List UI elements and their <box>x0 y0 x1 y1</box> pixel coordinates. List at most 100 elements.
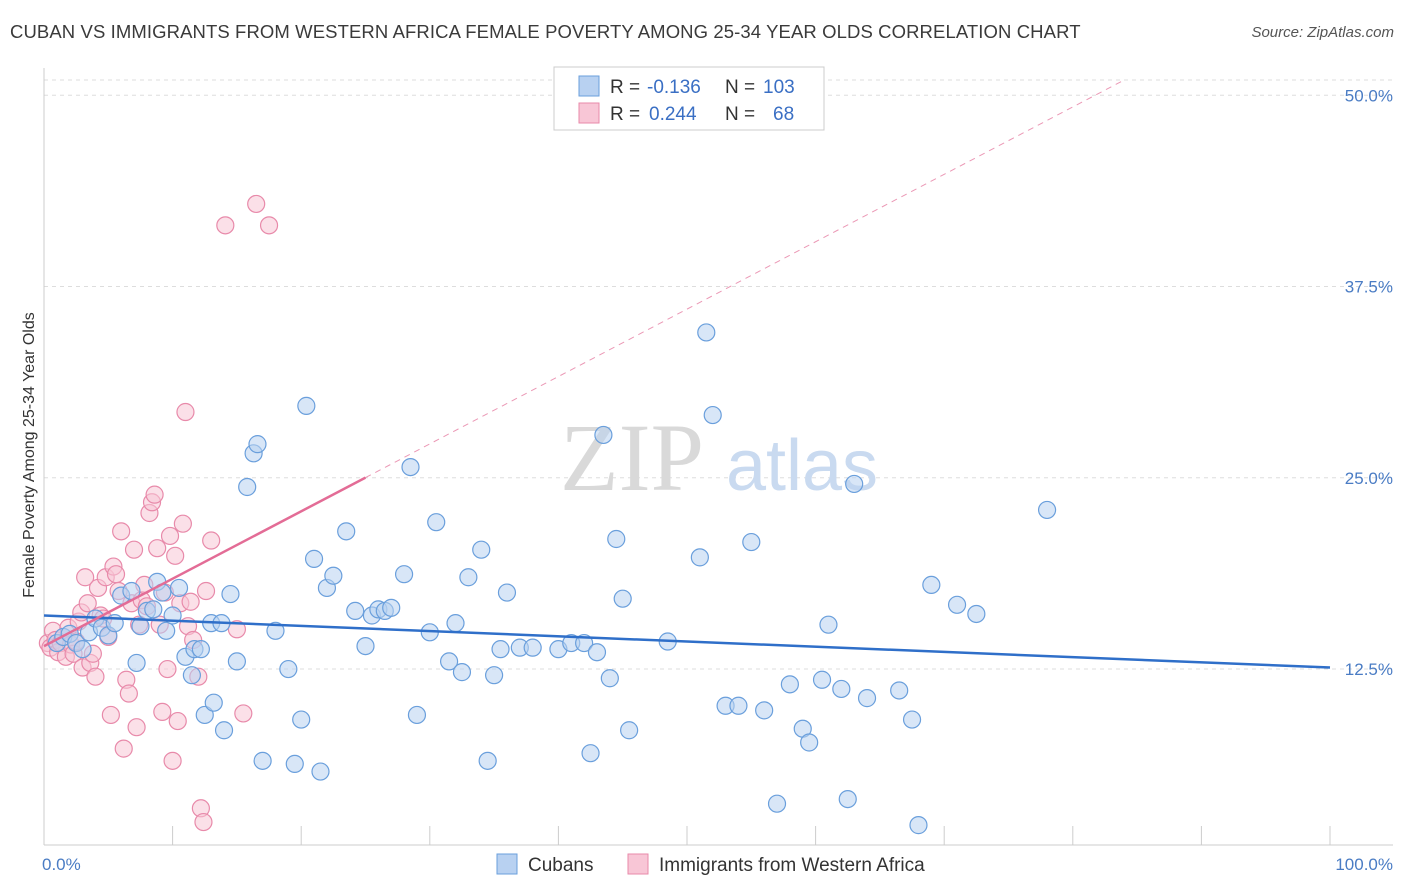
point-western-africa-47 <box>158 659 177 679</box>
point-cubans-30 <box>221 584 240 604</box>
watermark-atlas: atlas <box>726 426 878 506</box>
point-cubans-57 <box>439 652 459 671</box>
point-western-africa-19 <box>86 667 105 686</box>
point-cubans-52 <box>394 565 414 584</box>
point-cubans-72 <box>587 643 607 662</box>
point-western-africa-16 <box>78 594 97 613</box>
point-western-africa-51 <box>168 711 187 731</box>
point-western-africa-35 <box>127 718 146 737</box>
point-western-africa-45 <box>153 702 172 721</box>
point-cubans-22 <box>182 666 201 685</box>
point-cubans-41 <box>304 549 324 568</box>
legend-n-label-0: N = <box>725 77 755 98</box>
legend-n-label-1: N = <box>725 104 755 125</box>
point-western-africa-43 <box>148 539 167 558</box>
point-western-africa-53 <box>173 514 192 533</box>
y-tick-label-2: 37.5% <box>1345 278 1393 297</box>
point-cubans-58 <box>446 614 465 633</box>
legend-r-label-0: R = <box>610 77 640 98</box>
point-cubans-101 <box>967 604 986 624</box>
point-cubans-31 <box>227 652 246 671</box>
point-cubans-13 <box>131 617 150 636</box>
chart-title: CUBAN VS IMMIGRANTS FROM WESTERN AFRICA … <box>10 21 1081 42</box>
point-cubans-4 <box>73 640 92 659</box>
point-cubans-89 <box>800 733 819 752</box>
point-cubans-95 <box>857 689 877 708</box>
point-cubans-18 <box>157 621 176 640</box>
legend-r-label-1: R = <box>610 104 640 125</box>
point-western-africa-30 <box>114 739 133 758</box>
point-western-africa-67 <box>259 216 279 235</box>
point-cubans-44 <box>324 566 343 585</box>
point-cubans-53 <box>401 457 420 477</box>
point-western-africa-60 <box>194 812 213 832</box>
gridlines <box>44 79 1393 670</box>
trend-line-cubans <box>43 614 1331 669</box>
point-cubans-79 <box>690 548 709 567</box>
point-cubans-93 <box>838 789 857 809</box>
point-cubans-76 <box>613 589 632 608</box>
point-cubans-15 <box>144 600 163 619</box>
point-western-africa-66 <box>247 194 266 214</box>
y-axis-label: Female Poverty Among 25-34 Year Olds <box>21 312 38 598</box>
point-western-africa-34 <box>124 540 144 559</box>
points-cubans <box>47 323 1057 835</box>
point-western-africa-61 <box>196 581 216 601</box>
point-cubans-32 <box>238 477 257 497</box>
legend-swatch-cubans <box>578 75 600 97</box>
trend-line-western-africa-extension <box>365 79 1125 479</box>
point-cubans-80 <box>697 323 716 342</box>
point-cubans-94 <box>845 474 864 494</box>
trend-line-western-africa <box>43 476 367 648</box>
watermark-zip: ZIP <box>560 404 704 511</box>
point-western-africa-42 <box>145 485 164 504</box>
point-western-africa-56 <box>181 592 200 611</box>
point-cubans-46 <box>346 601 365 621</box>
point-cubans-92 <box>832 679 851 699</box>
tick-labels: 12.5% 25.0% 37.5% 50.0% 0.0% 100.0% <box>42 86 1393 874</box>
point-cubans-27 <box>204 693 223 712</box>
y-tick-label-0: 12.5% <box>1345 660 1393 679</box>
x-tick-label-max: 100.0% <box>1335 855 1393 874</box>
point-cubans-97 <box>902 710 922 729</box>
y-tick-label-1: 25.0% <box>1345 469 1393 488</box>
point-cubans-39 <box>292 710 311 729</box>
point-cubans-86 <box>767 794 787 813</box>
correlation-legend: R = -0.136 N = 103 R = 0.244 N = 68 <box>553 66 825 131</box>
source-label: Source: ZipAtlas.com <box>1251 24 1394 41</box>
series-legend-label-cubans: Cubans <box>528 855 594 876</box>
point-western-africa-48 <box>160 526 180 546</box>
trend-lines <box>43 79 1331 669</box>
series-legend-swatch-cubans <box>496 853 518 875</box>
point-cubans-84 <box>742 532 761 552</box>
point-cubans-98 <box>909 816 928 835</box>
point-cubans-83 <box>729 696 748 715</box>
point-cubans-85 <box>755 701 774 720</box>
legend-n-value-0: 103 <box>763 77 795 98</box>
point-cubans-62 <box>478 751 497 770</box>
series-legend: Cubans Immigrants from Western Africa <box>496 853 925 876</box>
point-cubans-24 <box>191 640 210 659</box>
point-cubans-99 <box>922 575 941 595</box>
point-cubans-75 <box>607 529 626 549</box>
point-western-africa-29 <box>112 522 131 541</box>
point-western-africa-50 <box>166 546 185 565</box>
point-cubans-60 <box>459 568 478 587</box>
point-cubans-40 <box>297 396 316 415</box>
point-cubans-65 <box>497 583 517 602</box>
point-cubans-12 <box>127 653 146 673</box>
point-western-africa-27 <box>106 565 126 584</box>
point-cubans-29 <box>214 721 234 740</box>
point-cubans-67 <box>523 638 542 657</box>
point-cubans-64 <box>491 640 510 659</box>
legend-r-value-1: 0.244 <box>649 104 697 125</box>
point-cubans-90 <box>812 670 832 689</box>
axes <box>43 68 1393 846</box>
point-cubans-61 <box>472 540 491 559</box>
legend-r-value-0: -0.136 <box>647 77 701 98</box>
point-cubans-38 <box>285 754 304 774</box>
point-western-africa-25 <box>101 705 120 725</box>
point-cubans-47 <box>356 636 375 656</box>
point-cubans-36 <box>266 621 285 640</box>
